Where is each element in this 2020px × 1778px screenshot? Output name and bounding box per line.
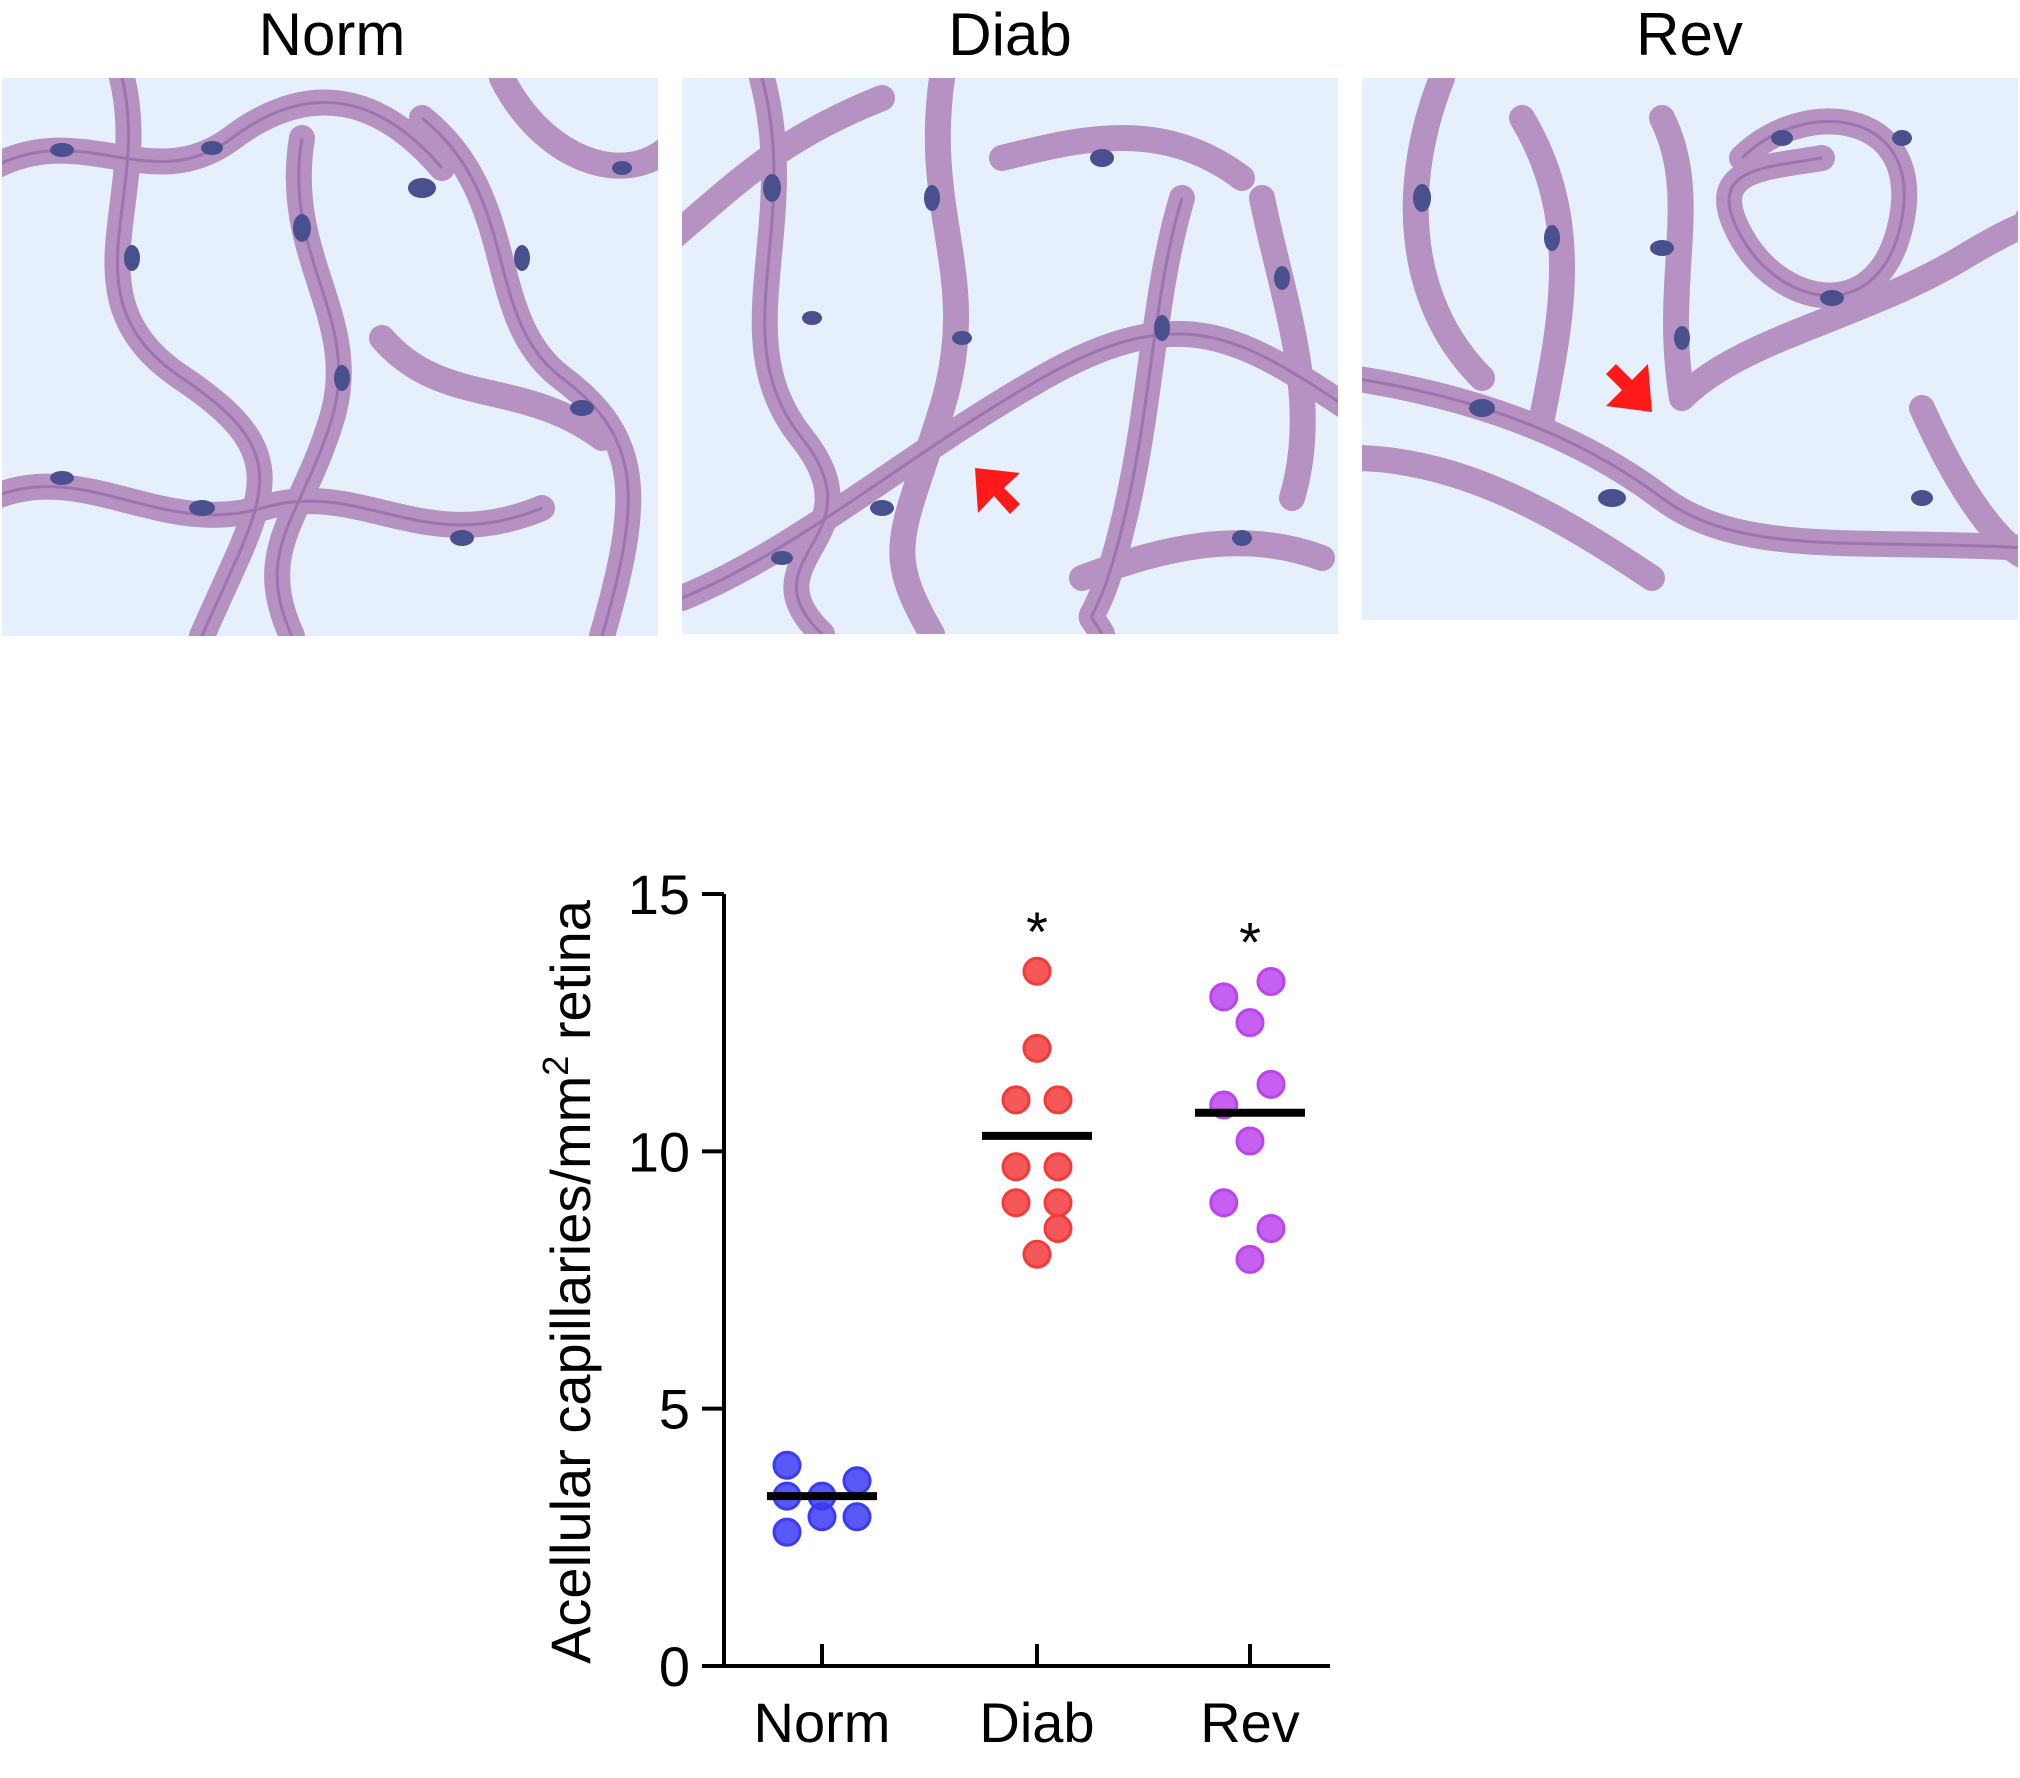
significance-marker: * [1239, 910, 1261, 973]
significance-marker: * [1026, 900, 1048, 963]
data-point [1256, 1069, 1286, 1099]
data-point [1043, 1214, 1073, 1244]
data-point [1209, 982, 1239, 1012]
data-point [842, 1502, 872, 1532]
data-point [1043, 1188, 1073, 1218]
data-point [1043, 1152, 1073, 1182]
y-tick-label: 0 [659, 1635, 690, 1698]
x-tick-label: Diab [979, 1691, 1094, 1754]
y-axis-label-superscript: 2 [535, 1056, 576, 1076]
data-point [1001, 1152, 1031, 1182]
panel-title-norm: Norm [258, 1, 406, 68]
data-point [1256, 1214, 1286, 1244]
data-point [772, 1450, 802, 1480]
panel-title-rev: Rev [1636, 1, 1743, 68]
micrograph-norm [2, 78, 658, 636]
data-point [1022, 1033, 1052, 1063]
y-axis-label: Acellular capillaries/mm2 retina [535, 899, 602, 1664]
data-point [1235, 1008, 1265, 1038]
y-tick-label: 5 [659, 1378, 690, 1441]
data-point [1001, 1085, 1031, 1115]
x-tick-label: Rev [1200, 1691, 1300, 1754]
micrograph-rev [1362, 78, 2018, 620]
arrow-indicator-diab [975, 468, 1020, 514]
data-point [1256, 966, 1286, 996]
data-point [1022, 956, 1052, 986]
data-point [1235, 1244, 1265, 1274]
y-tick-label: 15 [628, 863, 690, 926]
micrograph-diab [682, 78, 1338, 634]
data-point [772, 1517, 802, 1547]
panel-title-diab: Diab [948, 1, 1072, 68]
y-tick-label: 10 [628, 1120, 690, 1183]
arrow-indicator-rev [1606, 364, 1652, 412]
data-point [1022, 1239, 1052, 1269]
x-tick-label: Norm [754, 1691, 891, 1754]
data-point [1043, 1085, 1073, 1115]
data-point [1001, 1188, 1031, 1218]
data-point [1235, 1126, 1265, 1156]
data-point [807, 1502, 837, 1532]
data-point [1209, 1188, 1239, 1218]
data-point [842, 1466, 872, 1496]
